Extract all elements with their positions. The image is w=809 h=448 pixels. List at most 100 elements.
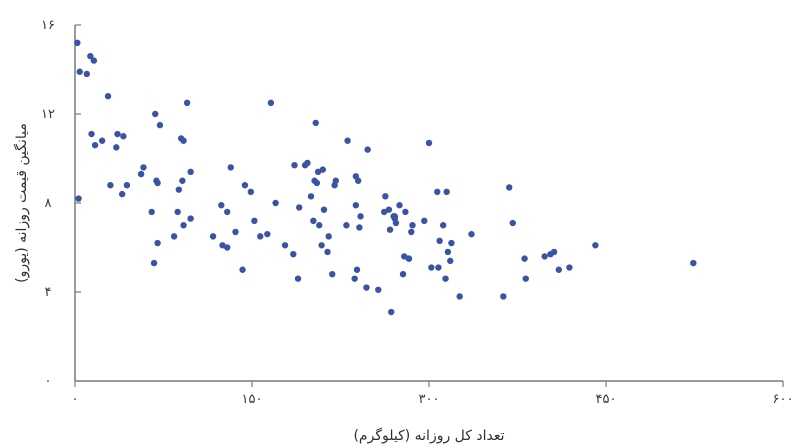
data-point (509, 219, 516, 227)
data-point (447, 257, 454, 265)
data-point (304, 159, 311, 167)
y-tick-label: ۴ (45, 285, 52, 300)
data-point (156, 121, 164, 129)
data-point (388, 308, 395, 316)
data-point (399, 271, 407, 278)
data-point (448, 239, 455, 247)
data-point (232, 228, 239, 236)
data-point (363, 284, 370, 291)
data-point (468, 230, 475, 238)
y-tick-label: ۱۶ (41, 18, 55, 33)
data-point (179, 177, 186, 184)
data-point (187, 168, 194, 176)
data-point (332, 177, 339, 184)
data-point (555, 266, 562, 273)
data-point (541, 253, 548, 260)
data-point (402, 208, 409, 216)
data-point (351, 275, 358, 282)
data-point (154, 239, 161, 247)
data-point (114, 130, 121, 138)
data-point (294, 275, 302, 282)
data-point (357, 213, 364, 220)
data-point (113, 144, 120, 151)
data-point (439, 222, 447, 229)
data-point (364, 146, 371, 153)
data-point (310, 217, 317, 224)
data-point (291, 161, 298, 169)
data-point (239, 266, 246, 273)
data-point (355, 177, 362, 184)
data-point (76, 68, 83, 75)
data-point (690, 259, 697, 267)
y-tick-label: ۰ (45, 374, 52, 389)
data-point (120, 133, 127, 140)
data-point (290, 250, 297, 258)
data-point (324, 248, 331, 256)
data-point (257, 233, 264, 240)
data-point (436, 237, 443, 245)
data-point (344, 137, 351, 144)
data-point (353, 266, 361, 273)
data-point (218, 202, 225, 209)
data-point (104, 93, 112, 100)
data-point (421, 217, 428, 224)
data-points (74, 39, 697, 316)
x-tick-label: ۴۵۰ (596, 392, 617, 407)
data-point (312, 119, 319, 127)
x-axis-title: تعداد کل روزانه (کیلوگرم) (353, 427, 504, 444)
x-axis-ticks: ۰ ۱۵۰ ۳۰۰ ۴۵۰ ۶۰۰ (72, 381, 794, 407)
axes (74, 25, 783, 382)
data-point (442, 275, 449, 282)
data-point (592, 242, 599, 249)
data-point (152, 110, 159, 118)
y-axis-ticks: ۰ ۴ ۸ ۱۲ ۱۶ (41, 18, 81, 389)
data-point (307, 193, 315, 200)
data-point (137, 170, 145, 178)
data-point (396, 202, 403, 209)
data-point (119, 190, 126, 198)
data-point (90, 57, 98, 64)
data-point (170, 233, 178, 240)
data-point (154, 179, 161, 187)
y-axis-title: میانگین قیمت روزانه (یورو) (13, 123, 30, 283)
data-point (75, 195, 82, 202)
y-tick-label: ۱۲ (41, 107, 55, 122)
data-point (227, 164, 234, 171)
data-point (209, 233, 217, 240)
data-point (183, 99, 191, 107)
data-point (83, 70, 91, 78)
data-point (444, 248, 452, 256)
data-point (392, 219, 400, 227)
data-point (522, 275, 529, 282)
data-point (408, 228, 415, 236)
data-point (428, 264, 435, 271)
data-point (187, 215, 194, 222)
data-point (88, 130, 95, 138)
data-point (91, 141, 99, 149)
data-point (325, 233, 332, 240)
data-point (375, 286, 382, 293)
data-point (356, 224, 363, 231)
data-point (175, 186, 183, 193)
data-point (329, 271, 336, 278)
data-point (224, 244, 231, 251)
x-tick-label: ۶۰۰ (773, 392, 794, 407)
data-point (107, 182, 114, 189)
data-point (434, 188, 441, 196)
data-point (272, 199, 279, 207)
data-point (241, 182, 249, 189)
data-point (74, 39, 81, 46)
data-point (318, 242, 325, 249)
data-point (247, 188, 255, 196)
data-point (385, 206, 393, 213)
data-point (267, 99, 275, 107)
data-point (386, 226, 394, 233)
data-point (281, 242, 289, 249)
x-tick-label: ۳۰۰ (419, 392, 440, 407)
data-point (313, 179, 321, 187)
data-point (550, 248, 558, 256)
data-point (405, 255, 413, 262)
data-point (456, 293, 463, 300)
